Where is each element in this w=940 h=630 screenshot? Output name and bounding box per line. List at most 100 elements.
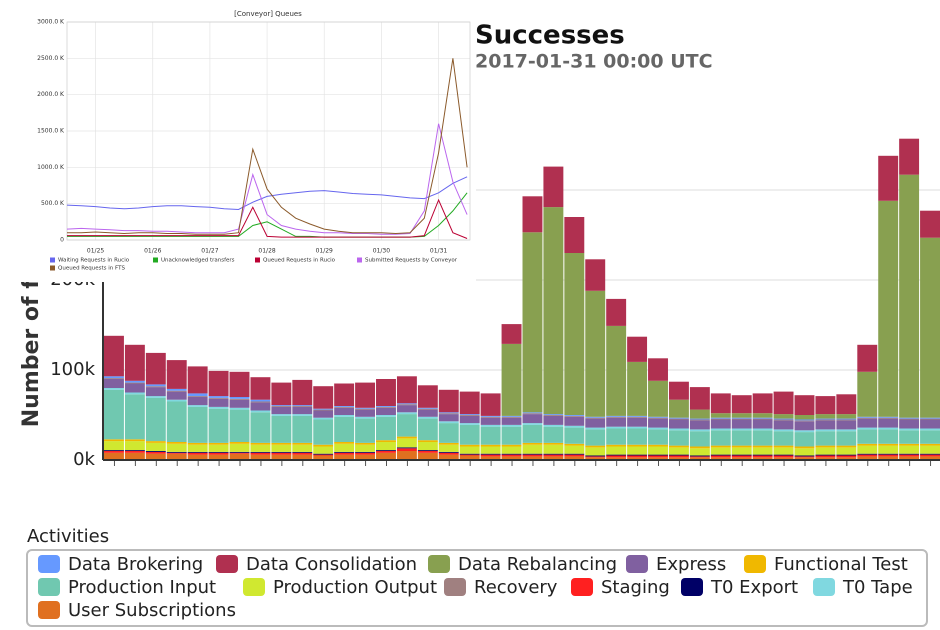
bar-segment (417, 385, 438, 408)
bar-segment (104, 441, 124, 451)
bar-segment (648, 418, 668, 428)
bar-segment (501, 424, 522, 427)
bar-segment (585, 447, 606, 456)
bar-segment (585, 455, 606, 457)
bar-segment (166, 388, 187, 391)
bar-segment (480, 424, 501, 427)
bar-segment (208, 454, 229, 460)
bar-segment (396, 414, 417, 437)
legend-label: Data Brokering (68, 553, 204, 575)
bar-segment (522, 442, 543, 445)
bar-segment (355, 382, 376, 408)
bar-segment (145, 396, 166, 398)
bar-segment (250, 402, 271, 411)
bar-segment (480, 393, 501, 416)
bar-segment (648, 380, 668, 417)
legend-label: Queued Requests in FTS (58, 266, 125, 272)
bar-segment (794, 457, 815, 460)
bar-segment (166, 390, 187, 392)
bar-segment (522, 412, 543, 414)
bar-segment (857, 453, 878, 455)
bar-segment (857, 417, 878, 419)
bar-segment (689, 446, 710, 449)
bar-segment (710, 428, 731, 431)
bar-segment (355, 416, 376, 419)
bar-segment (313, 386, 334, 409)
bar-segment (396, 451, 417, 460)
x-tick-label: 01/26 (144, 248, 161, 255)
bar-segment (815, 396, 836, 415)
inset-title: [Conveyor] Queues (234, 10, 302, 18)
bar-segment (522, 196, 543, 233)
bar-segment (731, 428, 752, 431)
bar-segment (145, 453, 166, 460)
bar-segment (208, 397, 229, 399)
x-tick-label: 01/29 (316, 248, 333, 255)
bar-segment (166, 360, 187, 389)
bar-segment (313, 419, 334, 445)
bar-segment (794, 421, 815, 431)
bar-segment (334, 451, 355, 453)
bar-segment (606, 428, 627, 445)
bar-segment (292, 414, 313, 416)
legend-swatch (50, 257, 55, 263)
bar-segment (773, 418, 794, 420)
bar-segment (627, 457, 648, 460)
bar-segment (564, 427, 585, 444)
bar-segment (124, 344, 145, 381)
bar-segment (417, 407, 438, 409)
bar-segment (564, 445, 585, 454)
bar-segment (585, 445, 606, 448)
bar-segment (815, 431, 836, 446)
bar-segment (815, 445, 836, 448)
bar-segment (292, 379, 313, 406)
bar-segment (229, 409, 250, 442)
chart-title: Successes (475, 21, 625, 51)
bar-segment (627, 426, 648, 429)
bar-segment (627, 417, 648, 427)
bar-segment (271, 382, 292, 406)
legend-swatch (243, 578, 265, 596)
bar-segment (417, 451, 438, 453)
bar-segment (836, 419, 857, 421)
bar-segment (480, 453, 501, 455)
legend-item: Production Input (38, 576, 244, 598)
bar-segment (836, 455, 857, 458)
bar-segment (668, 418, 689, 420)
bar-segment (292, 442, 313, 445)
bar-segment (710, 430, 731, 446)
bar-segment (710, 457, 731, 460)
legend-item: Recovery (444, 576, 570, 598)
legend-swatch (38, 578, 60, 596)
bar-segment (166, 443, 187, 452)
bar-segment (501, 416, 522, 418)
bar-segment (564, 454, 585, 457)
bar-segment (187, 444, 208, 452)
bar-segment (166, 391, 187, 400)
bar-segment (229, 453, 250, 460)
bar-segment (250, 451, 271, 453)
bar-segment (355, 451, 376, 453)
bar-segment (480, 446, 501, 454)
bar-segment (208, 442, 229, 445)
bar-segment (606, 454, 627, 456)
bar-segment (438, 389, 459, 413)
bar-segment (292, 451, 313, 453)
bar-segment (920, 443, 940, 446)
bar-segment (752, 430, 773, 446)
bar-segment (731, 457, 752, 460)
bar-segment (501, 446, 522, 454)
bar-segment (376, 406, 396, 408)
bar-segment (920, 445, 940, 454)
legend-label: Functional Test (774, 553, 908, 575)
bar-segment (459, 423, 480, 425)
bar-segment (229, 443, 250, 452)
bar-segment (438, 414, 459, 422)
legend-item: T0 Export (681, 576, 813, 598)
legend-swatch (813, 578, 835, 596)
bar-segment (501, 417, 522, 425)
bar-segment (836, 414, 857, 419)
bar-segment (899, 454, 920, 457)
bar-segment (794, 455, 815, 457)
bar-segment (710, 417, 731, 419)
